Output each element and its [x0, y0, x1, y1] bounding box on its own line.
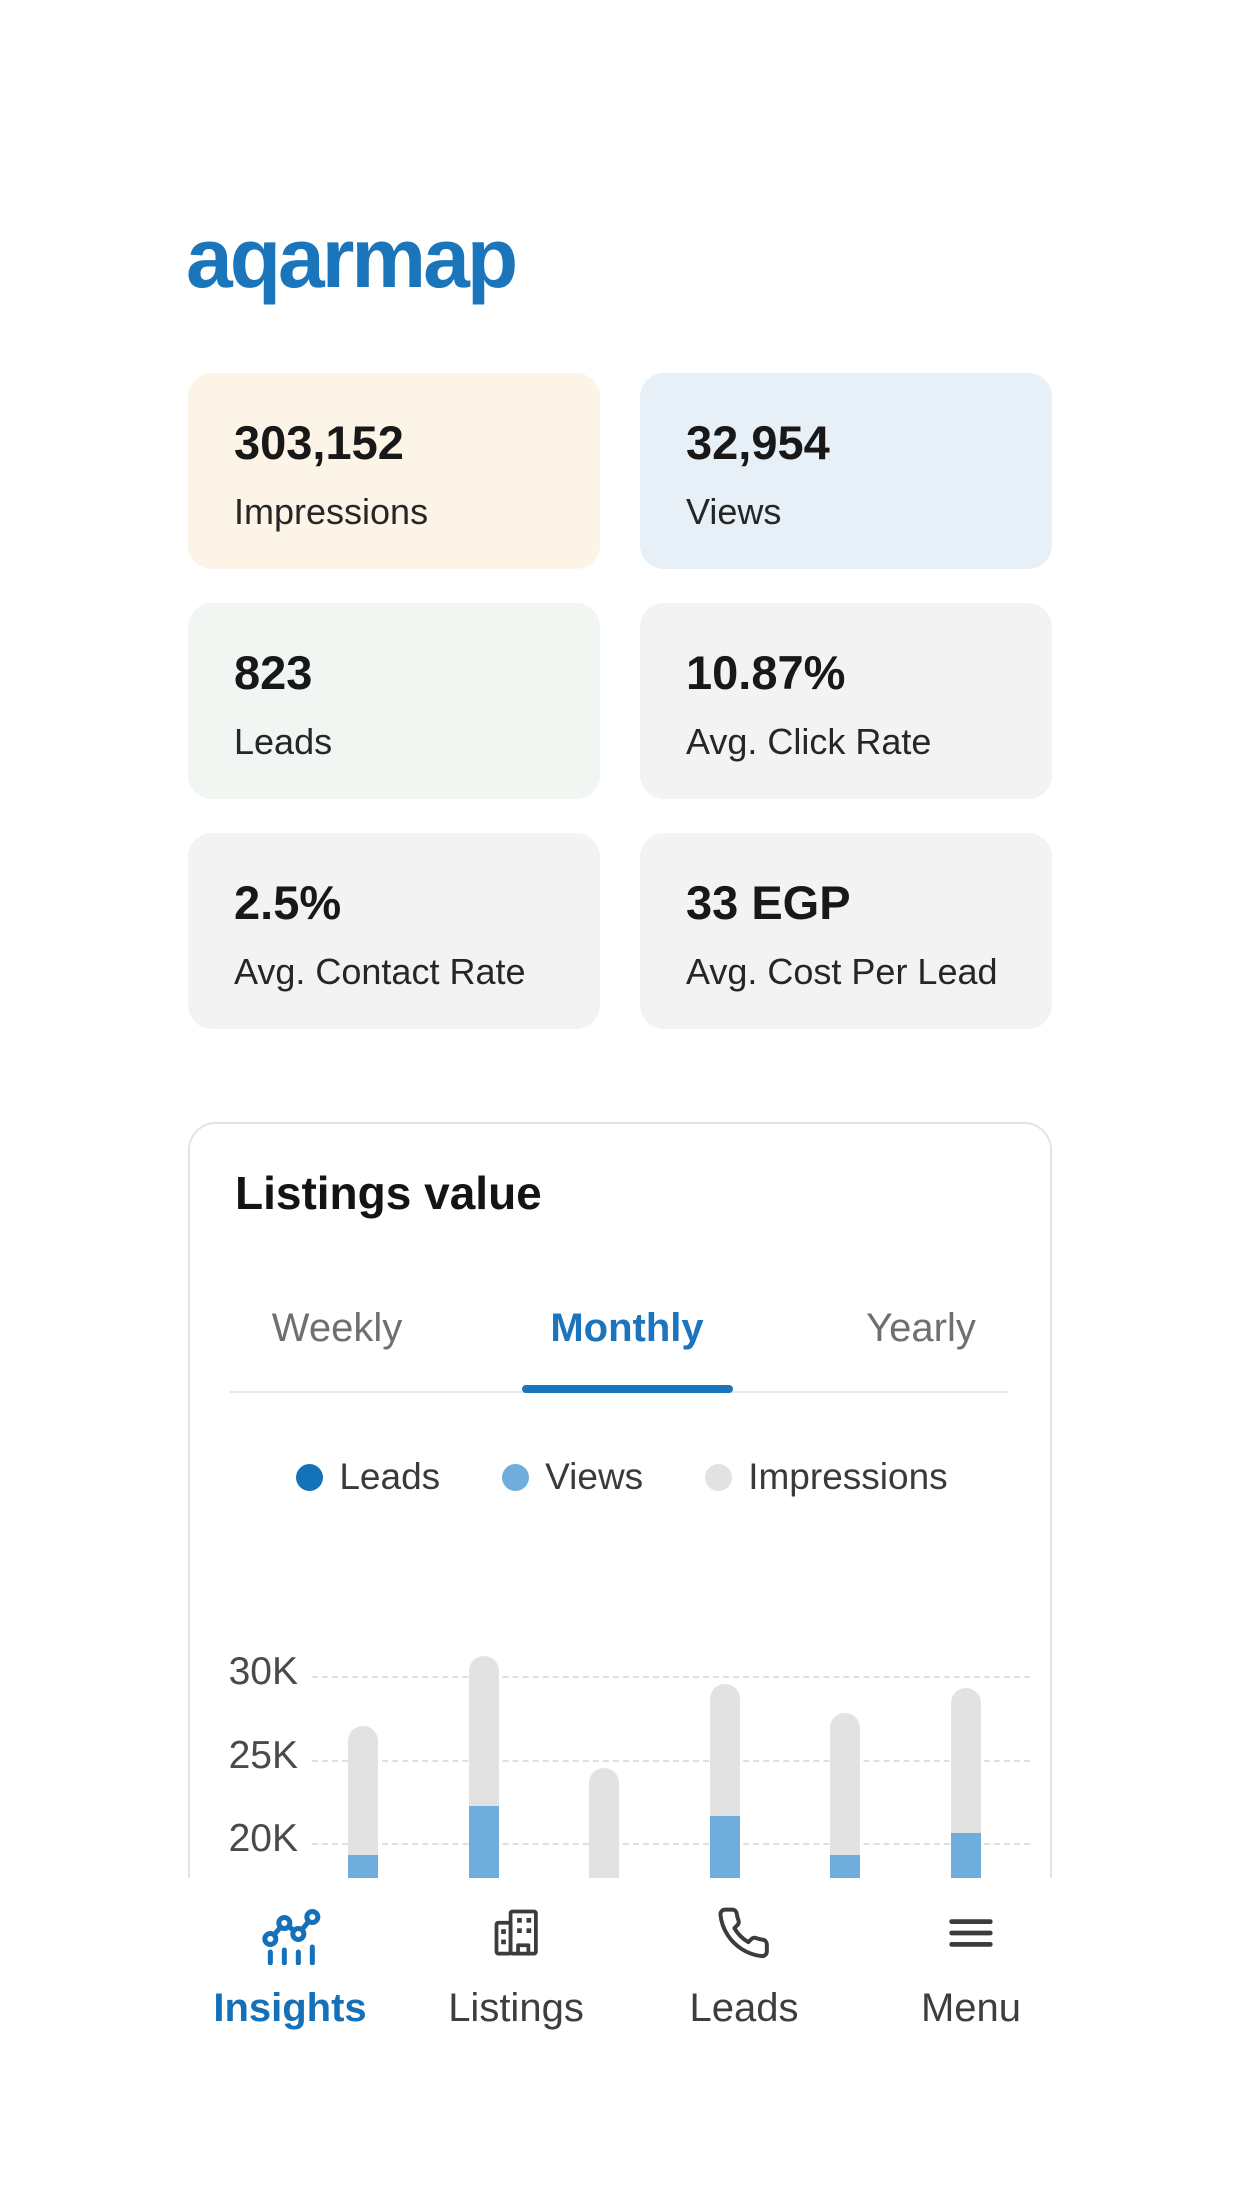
impressions-bar: [589, 1767, 620, 1880]
nav-item-insights[interactable]: Insights: [213, 1898, 367, 2031]
legend-label: Views: [545, 1456, 644, 1497]
nav-item-menu[interactable]: Menu: [921, 1898, 1021, 2031]
impressions-dot-icon: [705, 1463, 733, 1491]
views-dot-icon: [502, 1463, 530, 1491]
tab-yearly[interactable]: Yearly: [866, 1306, 976, 1350]
legend-label: Impressions: [748, 1456, 948, 1497]
stat-label: Avg. Contact Rate: [234, 950, 526, 992]
legend-item-views: Views: [502, 1456, 643, 1498]
tab-monthly[interactable]: Monthly: [550, 1306, 704, 1350]
hamburger-menu-icon: [943, 1898, 999, 1968]
card-title: Listings value: [235, 1167, 542, 1219]
stat-card-avg-contact-rate: 2.5% Avg. Contact Rate: [188, 833, 600, 1029]
buildings-icon: [486, 1898, 546, 1968]
legend-item-leads: Leads: [296, 1456, 440, 1498]
impressions-bar: [348, 1726, 378, 1880]
stat-value: 33 EGP: [686, 876, 851, 929]
stat-label: Views: [686, 490, 782, 532]
bottom-nav: Insights Listings: [0, 1878, 1242, 2206]
views-bar: [830, 1854, 861, 1880]
gridline-25K: [312, 1759, 1030, 1762]
leads-dot-icon: [296, 1463, 324, 1491]
stat-label: Impressions: [234, 490, 429, 532]
nav-label: Menu: [920, 1986, 1022, 2030]
y-axis-tick: 20K: [228, 1817, 298, 1860]
stat-value: 823: [234, 646, 313, 699]
chart-plot: 30K 25K 20K: [190, 1562, 1050, 1880]
views-bar: [709, 1816, 740, 1880]
views-bar: [468, 1806, 499, 1880]
views-bar: [951, 1832, 981, 1880]
impressions-bar: [830, 1712, 861, 1880]
gridline-20K: [312, 1843, 1030, 1845]
stat-card-leads: 823 Leads: [188, 603, 600, 799]
nav-label: Leads: [689, 1986, 799, 2030]
insights-chart-icon: [258, 1898, 322, 1968]
views-bar: [348, 1854, 378, 1880]
stat-value: 10.87%: [686, 646, 846, 699]
stat-value: 32,954: [686, 416, 830, 469]
stat-label: Leads: [234, 720, 333, 762]
nav-item-leads[interactable]: Leads: [689, 1898, 799, 2031]
legend-item-impressions: Impressions: [705, 1456, 948, 1498]
tab-weekly[interactable]: Weekly: [271, 1306, 403, 1350]
aqarmap-logo: aqarmap: [186, 211, 518, 305]
nav-label: Listings: [448, 1986, 584, 2030]
legend-label: Leads: [339, 1456, 441, 1497]
listings-value-card: Listings value Weekly Monthly Yearly Lea…: [188, 1122, 1052, 1962]
stat-label: Avg. Cost Per Lead: [686, 950, 998, 992]
stat-value: 2.5%: [234, 876, 342, 929]
nav-label: Insights: [213, 1986, 367, 2030]
stat-value: 303,152: [234, 416, 404, 469]
active-tab-underline: [522, 1385, 733, 1393]
y-axis-tick: 25K: [228, 1733, 298, 1777]
nav-item-listings[interactable]: Listings: [448, 1898, 584, 2031]
phone-icon: [716, 1898, 772, 1968]
stat-card-avg-click-rate: 10.87% Avg. Click Rate: [640, 603, 1052, 799]
gridline-30K: [312, 1676, 1030, 1678]
stat-card-avg-cost-per-lead: 33 EGP Avg. Cost Per Lead: [640, 833, 1052, 1029]
chart-legend: Leads Views Impressions: [190, 1456, 1054, 1498]
y-axis-tick: 30K: [228, 1650, 298, 1693]
stat-card-views: 32,954 Views: [640, 373, 1052, 569]
stat-card-impressions: 303,152 Impressions: [188, 373, 600, 569]
stat-label: Avg. Click Rate: [686, 720, 932, 762]
